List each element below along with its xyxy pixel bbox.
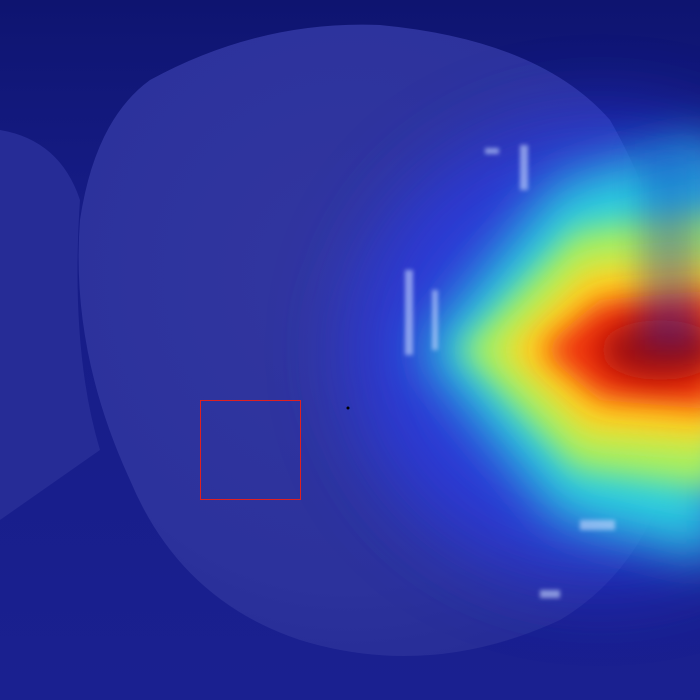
- selection-box: [200, 400, 301, 500]
- reflection: [540, 590, 560, 598]
- reflections: [405, 145, 615, 598]
- reflection: [405, 270, 413, 355]
- reflection: [485, 148, 499, 154]
- neighbor-tooth: [0, 130, 100, 520]
- reflection: [432, 290, 438, 350]
- point: [346, 406, 350, 410]
- heat-edge: [640, 150, 700, 350]
- reflection: [580, 520, 615, 530]
- reflection: [520, 145, 528, 190]
- heatmap: [350, 120, 700, 580]
